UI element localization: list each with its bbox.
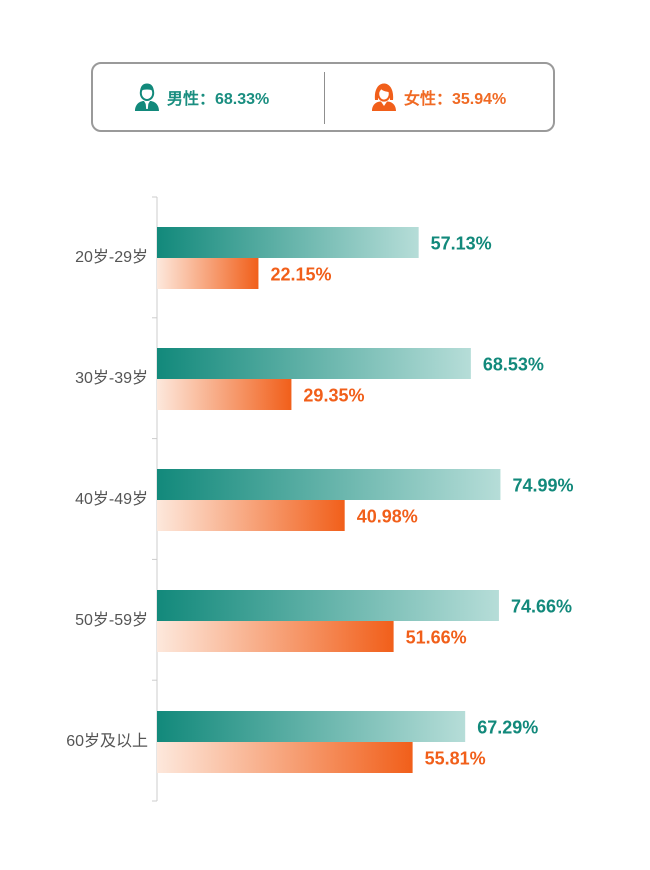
legend-divider bbox=[324, 72, 325, 124]
legend-label-female: 女性：35.94% bbox=[404, 91, 507, 108]
category-label: 20岁-29岁 bbox=[75, 248, 148, 266]
data-label-male: 74.66% bbox=[511, 597, 572, 617]
data-label-female: 22.15% bbox=[270, 265, 331, 285]
bar-female bbox=[157, 621, 394, 652]
bar-male bbox=[157, 711, 466, 742]
legend-item-male: 男性：68.33% bbox=[133, 64, 269, 130]
legend-item-female: 女性：35.94% bbox=[370, 64, 506, 130]
male-person-icon bbox=[135, 83, 159, 111]
data-label-male: 74.99% bbox=[512, 476, 573, 496]
category-label: 30岁-39岁 bbox=[75, 369, 148, 387]
data-label-female: 40.98% bbox=[357, 507, 418, 527]
data-label-male: 67.29% bbox=[477, 718, 538, 738]
bar-male bbox=[157, 469, 501, 500]
data-label-female: 55.81% bbox=[425, 749, 486, 769]
bar-female bbox=[157, 379, 292, 410]
bar-female bbox=[157, 742, 413, 773]
legend-box: 男性：68.33% 女性：35.94% bbox=[91, 62, 555, 132]
category-label: 40岁-49岁 bbox=[75, 490, 148, 508]
data-label-male: 68.53% bbox=[483, 355, 544, 375]
data-label-male: 57.13% bbox=[431, 234, 492, 254]
data-label-female: 51.66% bbox=[406, 628, 467, 648]
category-label: 60岁及以上 bbox=[66, 732, 148, 750]
bar-male bbox=[157, 348, 471, 379]
bar-female bbox=[157, 500, 345, 531]
bar-male bbox=[157, 590, 499, 621]
legend-label-male: 男性：68.33% bbox=[167, 91, 270, 108]
female-person-icon bbox=[372, 83, 396, 111]
bar-male bbox=[157, 227, 419, 258]
bar-female bbox=[157, 258, 259, 289]
data-label-female: 29.35% bbox=[303, 386, 364, 406]
category-label: 50岁-59岁 bbox=[75, 611, 148, 629]
